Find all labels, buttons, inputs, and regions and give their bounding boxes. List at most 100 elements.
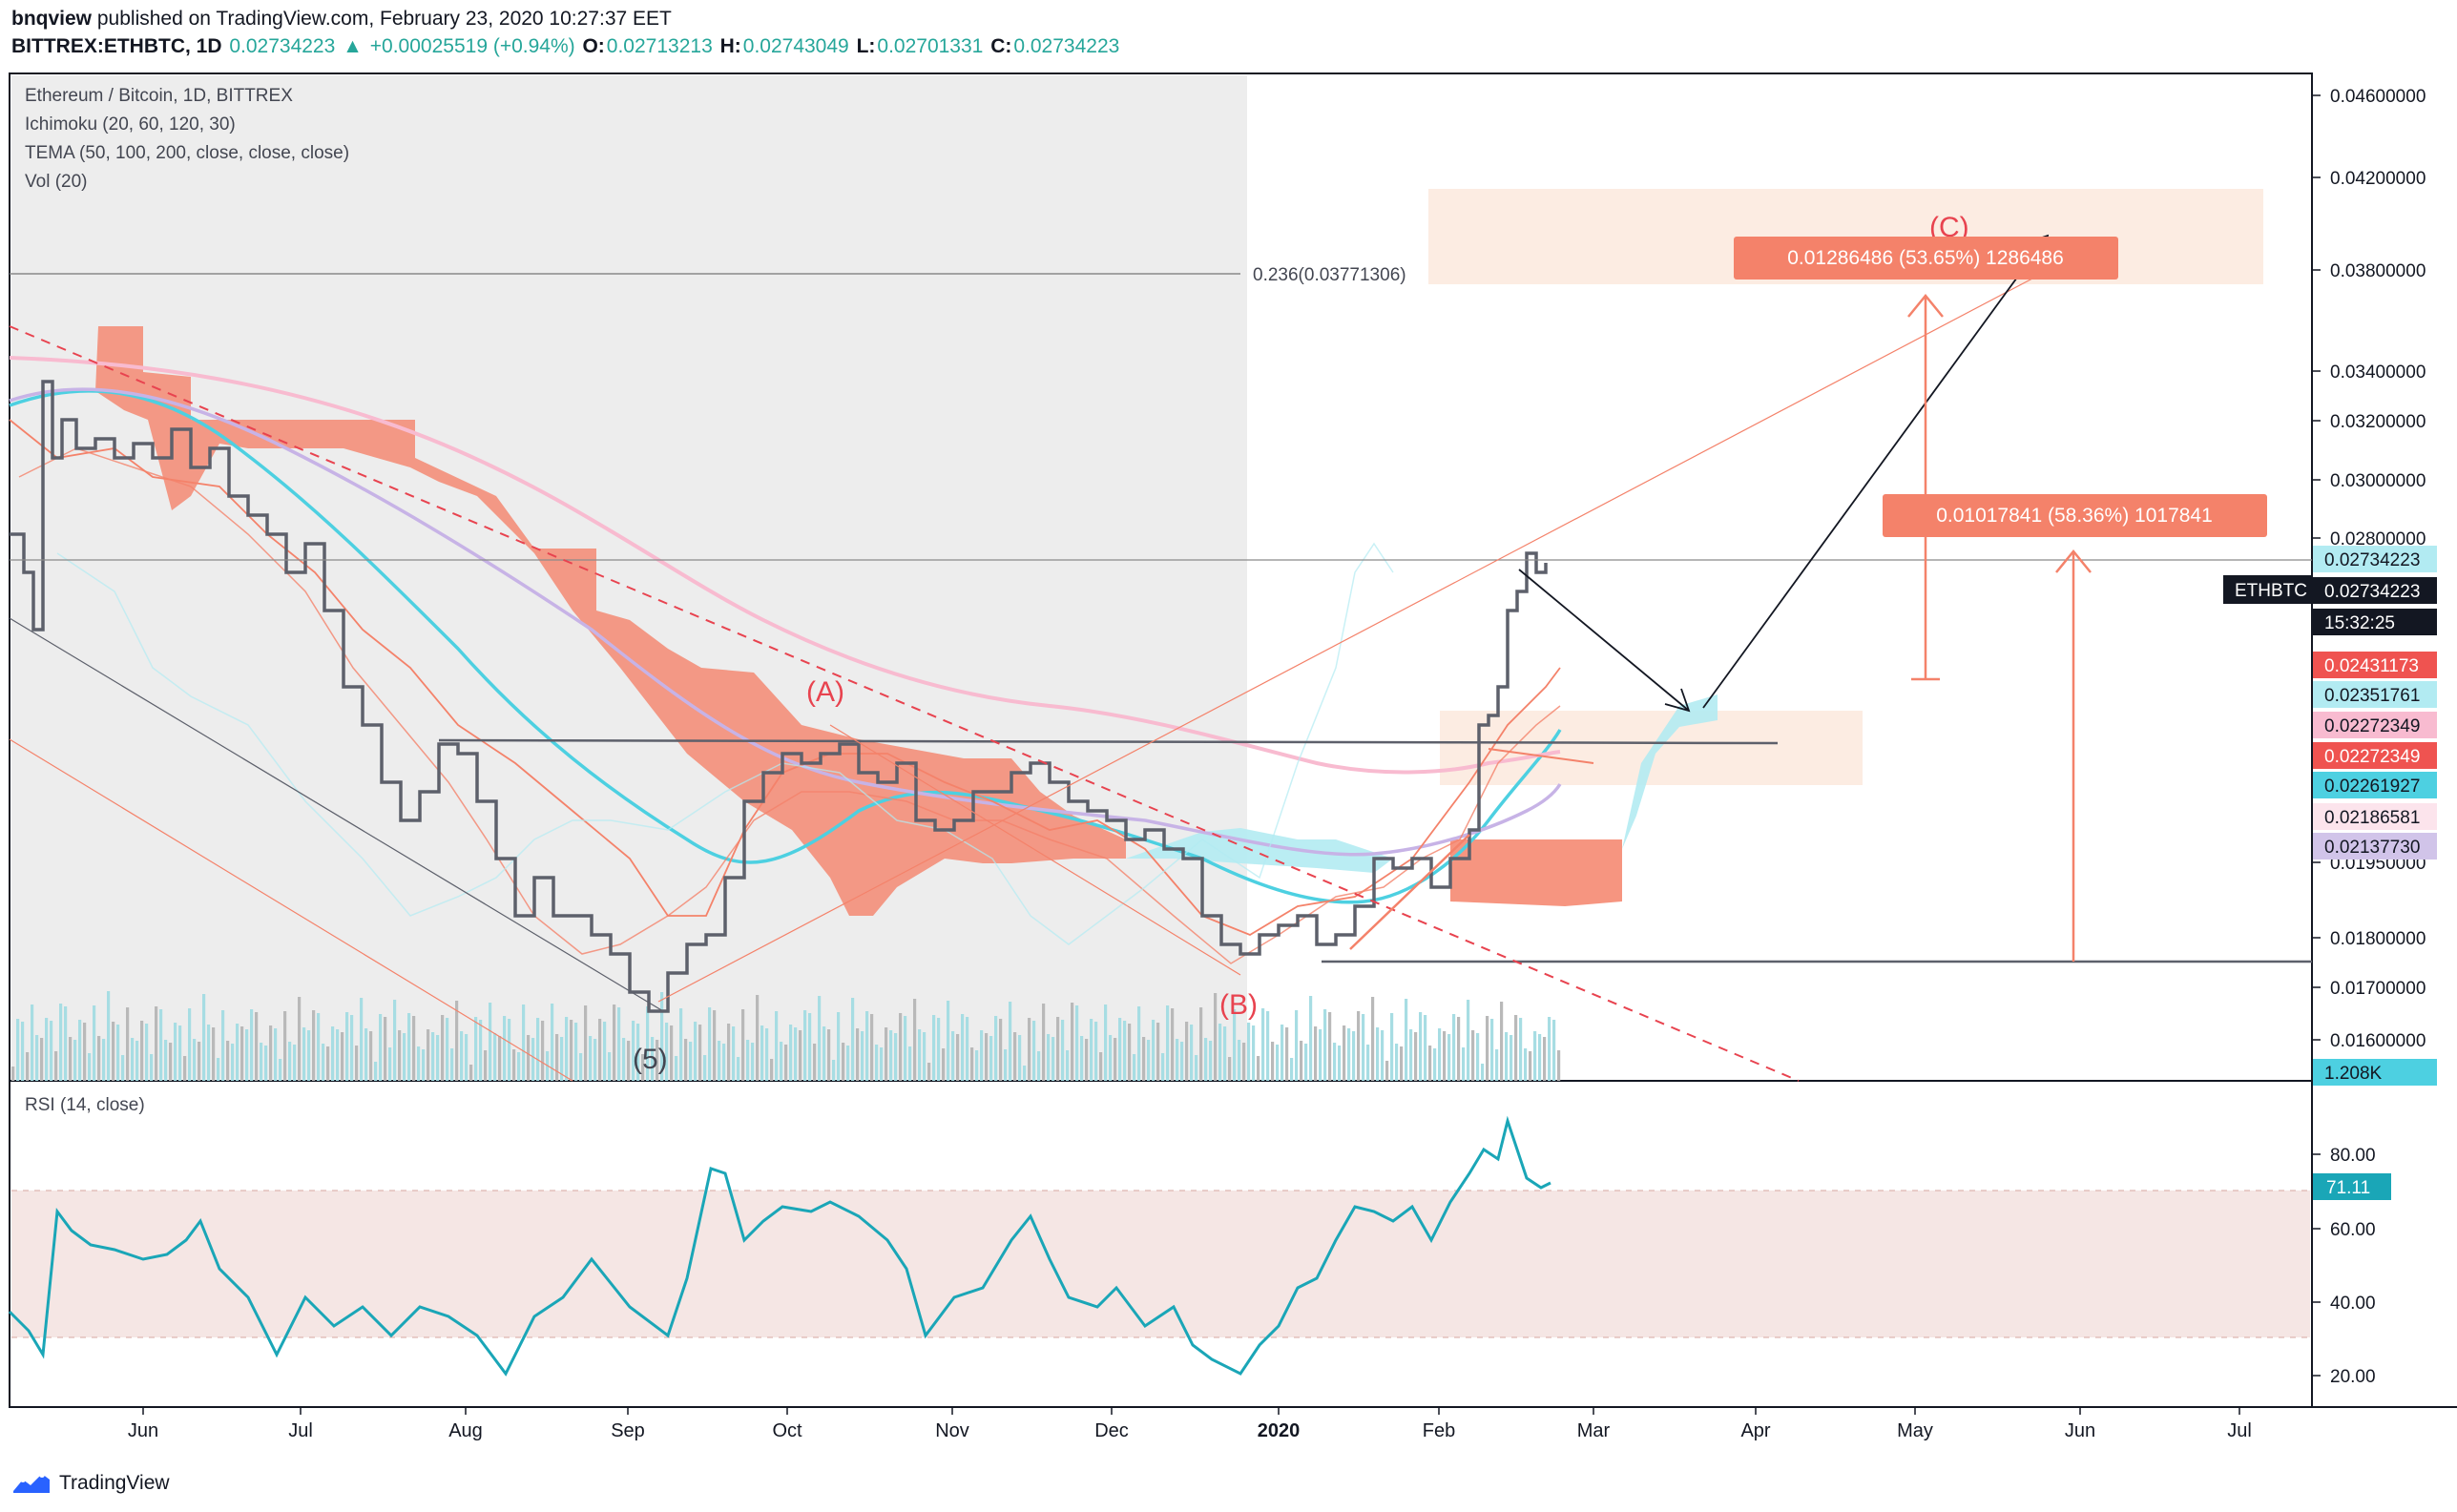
legend-rsi[interactable]: RSI (14, close) bbox=[25, 1095, 145, 1115]
price-marker-label: 0.02734223 bbox=[2324, 550, 2420, 570]
time-tick-label: Mar bbox=[1577, 1420, 1611, 1441]
breakout-line[interactable] bbox=[1349, 834, 1470, 950]
time-tick-label: Aug bbox=[448, 1420, 483, 1441]
tema-50-line bbox=[9, 389, 1562, 904]
last-price: 0.02734223 bbox=[229, 35, 336, 57]
legend-title[interactable]: Ethereum / Bitcoin, 1D, BITTREX bbox=[25, 86, 293, 106]
symbol-line: BITTREX:ETHBTC, 1D bbox=[11, 35, 222, 57]
legend-tema[interactable]: TEMA (50, 100, 200, close, close, close) bbox=[25, 143, 350, 163]
price-tick-label: 0.03400000 bbox=[2330, 362, 2426, 383]
brand-name: TradingView bbox=[59, 1472, 170, 1494]
price-marker-label: 0.02272349 bbox=[2324, 716, 2420, 736]
time-tick-label: Sep bbox=[611, 1420, 645, 1441]
projection-down-line[interactable] bbox=[1518, 569, 1690, 712]
price-tick-label: 0.01600000 bbox=[2330, 1031, 2426, 1051]
up-arrow-icon: ▲ bbox=[343, 35, 363, 57]
open-value: 0.02713213 bbox=[606, 35, 713, 57]
price-tick-label: 0.04200000 bbox=[2330, 169, 2426, 189]
measure-text-upper: 0.01286486 (53.65%) 1286486 bbox=[1787, 247, 2064, 269]
target-zone-lower[interactable] bbox=[1440, 711, 1863, 785]
channel-line-lower[interactable] bbox=[9, 738, 573, 1082]
price-tick-label: 0.03800000 bbox=[2330, 261, 2426, 281]
low-label: L: bbox=[856, 35, 876, 57]
low-value: 0.02701331 bbox=[877, 35, 984, 57]
rsi-band bbox=[11, 1191, 2310, 1337]
rsi-line bbox=[8, 1115, 1551, 1377]
publish-line: bnqview published on TradingView.com, Fe… bbox=[11, 8, 672, 31]
projection-up-line[interactable] bbox=[1702, 235, 2049, 709]
price-tick-label: 0.03000000 bbox=[2330, 471, 2426, 491]
measure-arrowhead-lower bbox=[2055, 549, 2092, 573]
measure-text-lower: 0.01017841 (58.36%) 1017841 bbox=[1936, 505, 2213, 527]
ichimoku-cloud-bull bbox=[1126, 828, 1393, 873]
rsi-tick-label: 20.00 bbox=[2330, 1367, 2376, 1387]
footer-brand[interactable]: TradingView bbox=[11, 1470, 170, 1497]
price-marker-label: 0.02137730 bbox=[2324, 838, 2420, 858]
price-marker-label: 0.02734223 bbox=[2324, 582, 2420, 602]
ichimoku-conversion-line bbox=[18, 447, 1561, 964]
close-label: C: bbox=[990, 35, 1012, 57]
measure-box-upper[interactable] bbox=[1734, 237, 2118, 280]
symbol-tag: ETHBTC bbox=[2235, 581, 2307, 601]
time-tick-label: Jun bbox=[2065, 1420, 2095, 1441]
price-marker-label: 0.02186581 bbox=[2324, 808, 2420, 828]
time-tick-label: 2020 bbox=[1258, 1420, 1301, 1441]
history-shade bbox=[11, 75, 1247, 1079]
time-tick-label: Oct bbox=[772, 1420, 802, 1441]
close-value: 0.02734223 bbox=[1013, 35, 1120, 57]
rsi-axis[interactable]: 80.00 60.00 40.00 20.00 71.11 bbox=[2312, 1146, 2391, 1387]
price-tick-label: 0.03200000 bbox=[2330, 412, 2426, 432]
open-label: O: bbox=[582, 35, 605, 57]
time-tick-label: Jun bbox=[128, 1420, 158, 1441]
wave-b-line[interactable] bbox=[829, 724, 1241, 976]
ichimoku-cloud bbox=[95, 326, 1126, 916]
time-tick-label: Nov bbox=[935, 1420, 969, 1441]
time-tick-label: Apr bbox=[1740, 1420, 1770, 1441]
rsi-tick-label: 40.00 bbox=[2330, 1294, 2376, 1314]
price-tick-label: 0.04600000 bbox=[2330, 87, 2426, 107]
pullback-line[interactable] bbox=[1488, 748, 1594, 764]
ichimoku-cloud-bull-future bbox=[1622, 694, 1718, 849]
price-marker-label: 0.02261927 bbox=[2324, 777, 2420, 797]
rsi-tick-label: 80.00 bbox=[2330, 1146, 2376, 1166]
rsi-current-label: 71.11 bbox=[2326, 1178, 2370, 1198]
rising-trend-line[interactable] bbox=[657, 278, 2033, 1003]
volume-bars bbox=[11, 991, 1561, 1081]
price-tick-label: 0.02800000 bbox=[2330, 529, 2426, 549]
channel-line-upper[interactable] bbox=[9, 617, 664, 1012]
time-axis[interactable]: Jun Jul Aug Sep Oct Nov Dec 2020 Feb Mar Apr May Jun… bbox=[128, 1407, 2252, 1441]
wave-b-label: (B) bbox=[1219, 989, 1258, 1021]
wave-5-label: (5) bbox=[633, 1044, 668, 1075]
legend-vol[interactable]: Vol (20) bbox=[25, 172, 88, 192]
measure-box-lower[interactable] bbox=[1883, 494, 2267, 537]
ohlc-line: BITTREX:ETHBTC, 1D 0.02734223 ▲ +0.00025… bbox=[11, 35, 1121, 58]
legend-ichimoku[interactable]: Ichimoku (20, 60, 120, 30) bbox=[25, 114, 236, 135]
resistance-line[interactable] bbox=[438, 738, 1779, 745]
published-text: published on TradingView.com, February 2… bbox=[96, 8, 672, 30]
time-tick-label: Jul bbox=[288, 1420, 313, 1441]
time-tick-label: Jul bbox=[2227, 1420, 2252, 1441]
downtrend-line[interactable] bbox=[9, 325, 1800, 1082]
time-tick-label: Dec bbox=[1094, 1420, 1129, 1441]
high-label: H: bbox=[719, 35, 741, 57]
tema-200-line bbox=[9, 356, 1561, 775]
publisher-name[interactable]: bnqview bbox=[11, 8, 93, 30]
price-tick-label: 0.01800000 bbox=[2330, 929, 2426, 949]
price-marker-label: 0.02272349 bbox=[2324, 747, 2420, 767]
price-marker-label: 15:32:25 bbox=[2324, 613, 2395, 633]
high-value: 0.02743049 bbox=[742, 35, 849, 57]
fib-label: 0.236(0.03771306) bbox=[1253, 265, 1406, 285]
price-tick-label: 0.01700000 bbox=[2330, 979, 2426, 999]
wave-a-label: (A) bbox=[806, 676, 844, 708]
time-tick-label: May bbox=[1897, 1420, 1933, 1441]
price-line bbox=[10, 380, 1548, 1013]
ichimoku-cloud-future bbox=[1450, 839, 1622, 906]
time-tick-label: Feb bbox=[1423, 1420, 1455, 1441]
price-axis[interactable]: 0.04600000 0.04200000 0.03800000 0.03400000… bbox=[2312, 87, 2426, 1051]
price-axis-labels: 0.02734223 0.02734223 15:32:25 0.02431173 0.… bbox=[2223, 546, 2437, 1086]
tradingview-logo-icon bbox=[13, 1472, 50, 1493]
tema-100-line bbox=[9, 387, 1562, 857]
price-marker-label: 0.02431173 bbox=[2324, 656, 2419, 676]
projection-down-arrowhead bbox=[1664, 688, 1691, 713]
